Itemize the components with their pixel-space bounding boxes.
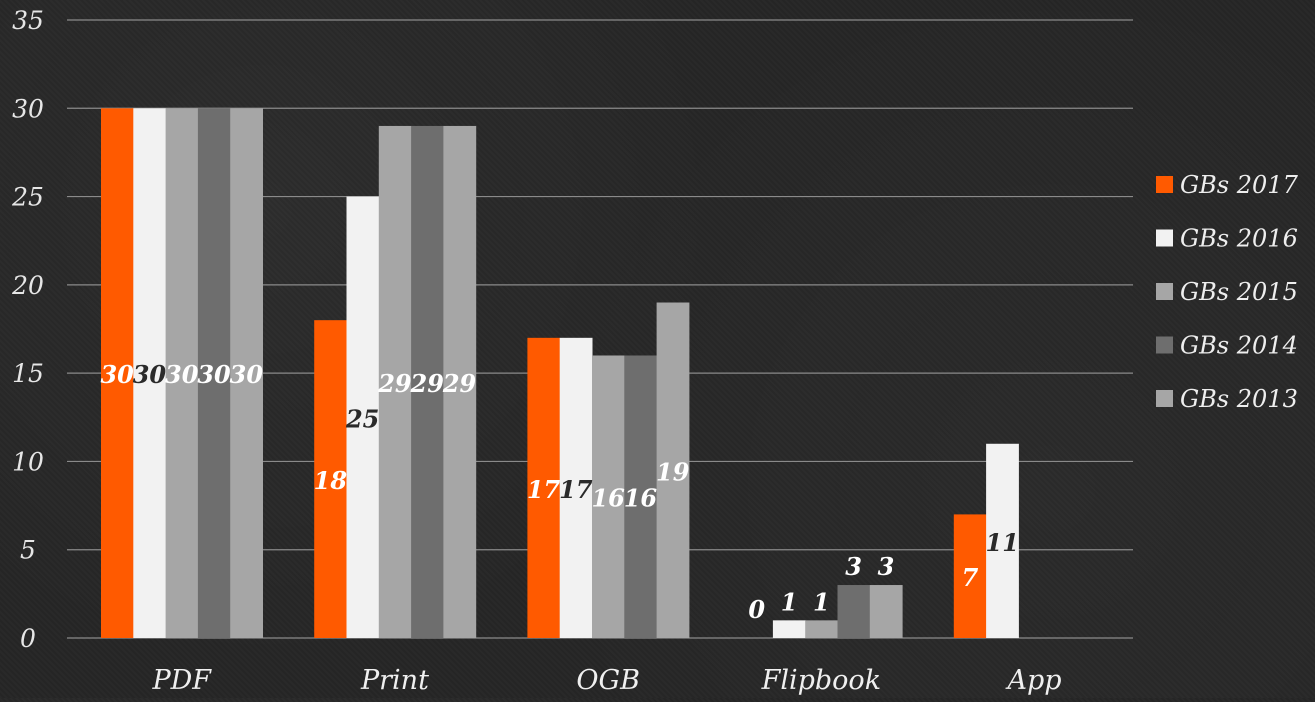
data-label: 17 xyxy=(559,475,593,504)
bar xyxy=(656,302,690,638)
bar xyxy=(805,620,838,638)
bar xyxy=(869,585,903,638)
data-label: 30 xyxy=(230,360,264,389)
data-label: 30 xyxy=(133,360,167,389)
data-label: 1 xyxy=(781,587,798,616)
legend-label: GBs 2015 xyxy=(1180,278,1298,306)
data-label: 11 xyxy=(986,528,1019,557)
y-tick-label: 35 xyxy=(12,6,44,35)
legend-swatch xyxy=(1156,229,1173,247)
x-category-label: OGB xyxy=(576,665,640,696)
bar xyxy=(346,196,380,639)
data-label: 0 xyxy=(748,595,765,624)
legend: GBs 2017 GBs 2016 GBs 2015 GBs 2014 GBs 2013 xyxy=(1156,171,1299,413)
bar xyxy=(837,585,871,638)
bar xyxy=(165,108,199,639)
legend-swatch xyxy=(1156,390,1173,407)
bar xyxy=(559,337,593,638)
y-tick-label: 25 xyxy=(11,183,44,212)
data-label: 1 xyxy=(813,587,830,616)
legend-label: GBs 2014 xyxy=(1180,332,1298,360)
y-tick-label: 30 xyxy=(12,94,44,123)
y-tick-label: 0 xyxy=(20,624,36,653)
data-label: 25 xyxy=(345,404,379,433)
data-label: 30 xyxy=(165,360,199,389)
legend-swatch xyxy=(1156,336,1173,354)
data-label: 7 xyxy=(962,563,979,592)
data-label: 29 xyxy=(442,369,477,398)
y-axis-ticks: 0 5 10 15 20 25 30 35 xyxy=(11,6,44,653)
bar xyxy=(592,355,625,638)
bar xyxy=(133,108,167,639)
data-label: 30 xyxy=(100,360,134,389)
data-label: 29 xyxy=(410,369,445,398)
x-category-label: PDF xyxy=(151,665,212,696)
bar xyxy=(986,443,1019,638)
data-label: 17 xyxy=(527,475,561,504)
x-category-label: Print xyxy=(360,665,429,696)
bar xyxy=(314,320,347,638)
bar xyxy=(772,620,806,638)
data-label: 3 xyxy=(845,552,862,581)
x-axis-categories: PDF Print OGB Flipbook App xyxy=(151,665,1061,696)
data-label: 30 xyxy=(197,360,231,389)
y-tick-label: 5 xyxy=(20,536,36,565)
data-label: 18 xyxy=(314,466,348,495)
bar xyxy=(197,108,231,639)
bars xyxy=(101,108,1019,639)
legend-swatch xyxy=(1156,283,1173,300)
bar xyxy=(230,108,263,639)
bar xyxy=(443,125,477,638)
bar xyxy=(624,355,658,638)
data-label: 16 xyxy=(624,484,658,513)
bar xyxy=(411,125,444,638)
y-tick-label: 10 xyxy=(12,447,44,476)
x-category-label: App xyxy=(1005,665,1062,696)
data-label: 3 xyxy=(878,552,895,581)
legend-swatch xyxy=(1156,176,1173,193)
data-label: 16 xyxy=(591,484,625,513)
bar xyxy=(527,337,561,638)
data-label: 29 xyxy=(377,369,412,398)
data-label: 19 xyxy=(656,457,690,486)
bar xyxy=(378,125,412,638)
y-tick-label: 20 xyxy=(11,271,44,300)
bar xyxy=(953,514,987,638)
y-tick-label: 15 xyxy=(12,359,44,388)
legend-label: GBs 2013 xyxy=(1180,385,1298,413)
legend-label: GBs 2017 xyxy=(1180,171,1299,199)
bar xyxy=(101,108,134,639)
legend-label: GBs 2016 xyxy=(1180,225,1298,253)
x-category-label: Flipbook xyxy=(761,665,881,696)
